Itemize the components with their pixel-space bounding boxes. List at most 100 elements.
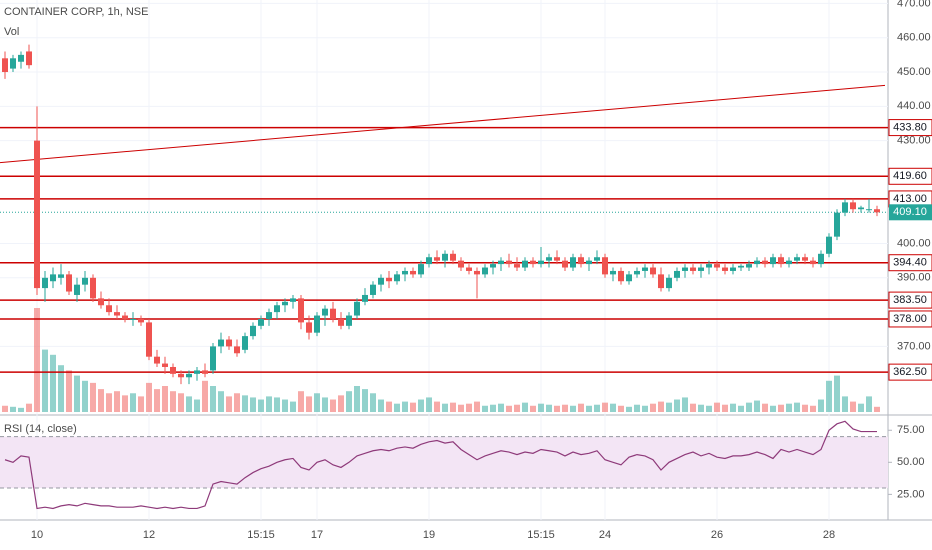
candle-body (370, 284, 376, 295)
candle-body (674, 270, 680, 278)
volume-bar (418, 399, 424, 412)
volume-bar (370, 393, 376, 412)
volume-bar (730, 403, 736, 412)
volume-bar (578, 403, 584, 412)
volume-bar (362, 389, 368, 412)
candle-body (426, 257, 432, 265)
y-tick-label: 370.00 (897, 340, 931, 352)
candle-body (554, 257, 560, 261)
volume-bar (90, 382, 96, 412)
candle-body (514, 264, 520, 268)
y-tick-label: 75.00 (897, 424, 925, 436)
level-label-box (888, 119, 932, 137)
candle-body (178, 373, 184, 378)
candle-body (66, 274, 72, 292)
x-tick-label: 28 (823, 529, 835, 541)
level-label: 413.00 (893, 193, 927, 205)
volume-bar (42, 349, 48, 412)
volume-bar (434, 401, 440, 412)
candle-body (130, 318, 136, 320)
chart-title: CONTAINER CORP, 1h, NSE (4, 6, 148, 18)
volume-bar (586, 405, 592, 412)
volume-bar (466, 403, 472, 412)
volume-bar (490, 404, 496, 412)
x-tick-label: 15:15 (247, 529, 275, 541)
candle-body (266, 312, 272, 319)
candle-body (498, 260, 504, 265)
x-tick-label: 17 (311, 529, 323, 541)
candle-body (714, 264, 720, 268)
volume-bar (810, 405, 816, 412)
candle-body (2, 58, 8, 73)
volume-bar (546, 404, 552, 412)
candle-body (666, 277, 672, 289)
candle-body (434, 257, 440, 261)
volume-bar (322, 397, 328, 412)
candle-body (106, 305, 112, 313)
candle-body (394, 274, 400, 282)
x-tick-label: 19 (423, 529, 435, 541)
candle-body (842, 202, 848, 213)
candle-body (762, 260, 768, 265)
candle-body (338, 318, 344, 326)
candle-body (346, 315, 352, 326)
volume-bar (186, 396, 192, 412)
candle-body (850, 202, 856, 210)
candle-body (378, 277, 384, 285)
volume-bar (122, 395, 128, 412)
candle-body (522, 260, 528, 268)
candle-body (858, 207, 864, 210)
volume-bar (522, 402, 528, 412)
volume-bar (778, 404, 784, 412)
volume-bar (762, 403, 768, 412)
candle-body (322, 308, 328, 316)
rsi-line (4, 420, 877, 510)
candle-body (450, 253, 456, 261)
candle-body (578, 257, 584, 265)
level-label: 383.50 (893, 294, 927, 306)
candle-body (746, 264, 752, 268)
candle-body (362, 294, 368, 302)
candle-body (698, 267, 704, 271)
volume-bar (170, 391, 176, 412)
level-label: 394.40 (893, 257, 927, 269)
volume-bar (722, 404, 728, 412)
candle-body (466, 267, 472, 271)
candle-body (794, 257, 800, 261)
volume-bar (658, 401, 664, 412)
level-label: 419.60 (893, 170, 927, 182)
volume-bar (114, 391, 120, 412)
candle-body (626, 274, 632, 282)
candle-body (634, 270, 640, 275)
candle-body (818, 253, 824, 265)
volume-bar (818, 399, 824, 412)
candle-body (874, 209, 880, 213)
candle-body (242, 336, 248, 350)
volume-bar (714, 402, 720, 412)
candle-body (250, 325, 256, 337)
candle-body (218, 339, 224, 347)
candle-body (786, 260, 792, 265)
volume-bar (162, 386, 168, 412)
candle-body (538, 260, 544, 265)
volume-bar (554, 405, 560, 412)
candle-body (234, 346, 240, 354)
volume-bar (274, 397, 280, 412)
level-label: 378.00 (893, 313, 927, 325)
level-label-box (888, 167, 932, 185)
candle-body (42, 277, 48, 289)
x-tick-label: 15:15 (527, 529, 555, 541)
candle-body (650, 267, 656, 275)
level-label: 433.80 (893, 121, 927, 133)
volume-bar (538, 403, 544, 412)
volume-bar (770, 405, 776, 412)
candle-body (610, 270, 616, 275)
candle-body (618, 270, 624, 282)
volume-bar (562, 404, 568, 412)
candle-body (154, 356, 160, 364)
level-label-box (888, 363, 932, 381)
volume-bar (354, 386, 360, 412)
candle-body (730, 267, 736, 271)
volume-bar (146, 382, 152, 412)
y-tick-label: 450.00 (897, 66, 931, 78)
